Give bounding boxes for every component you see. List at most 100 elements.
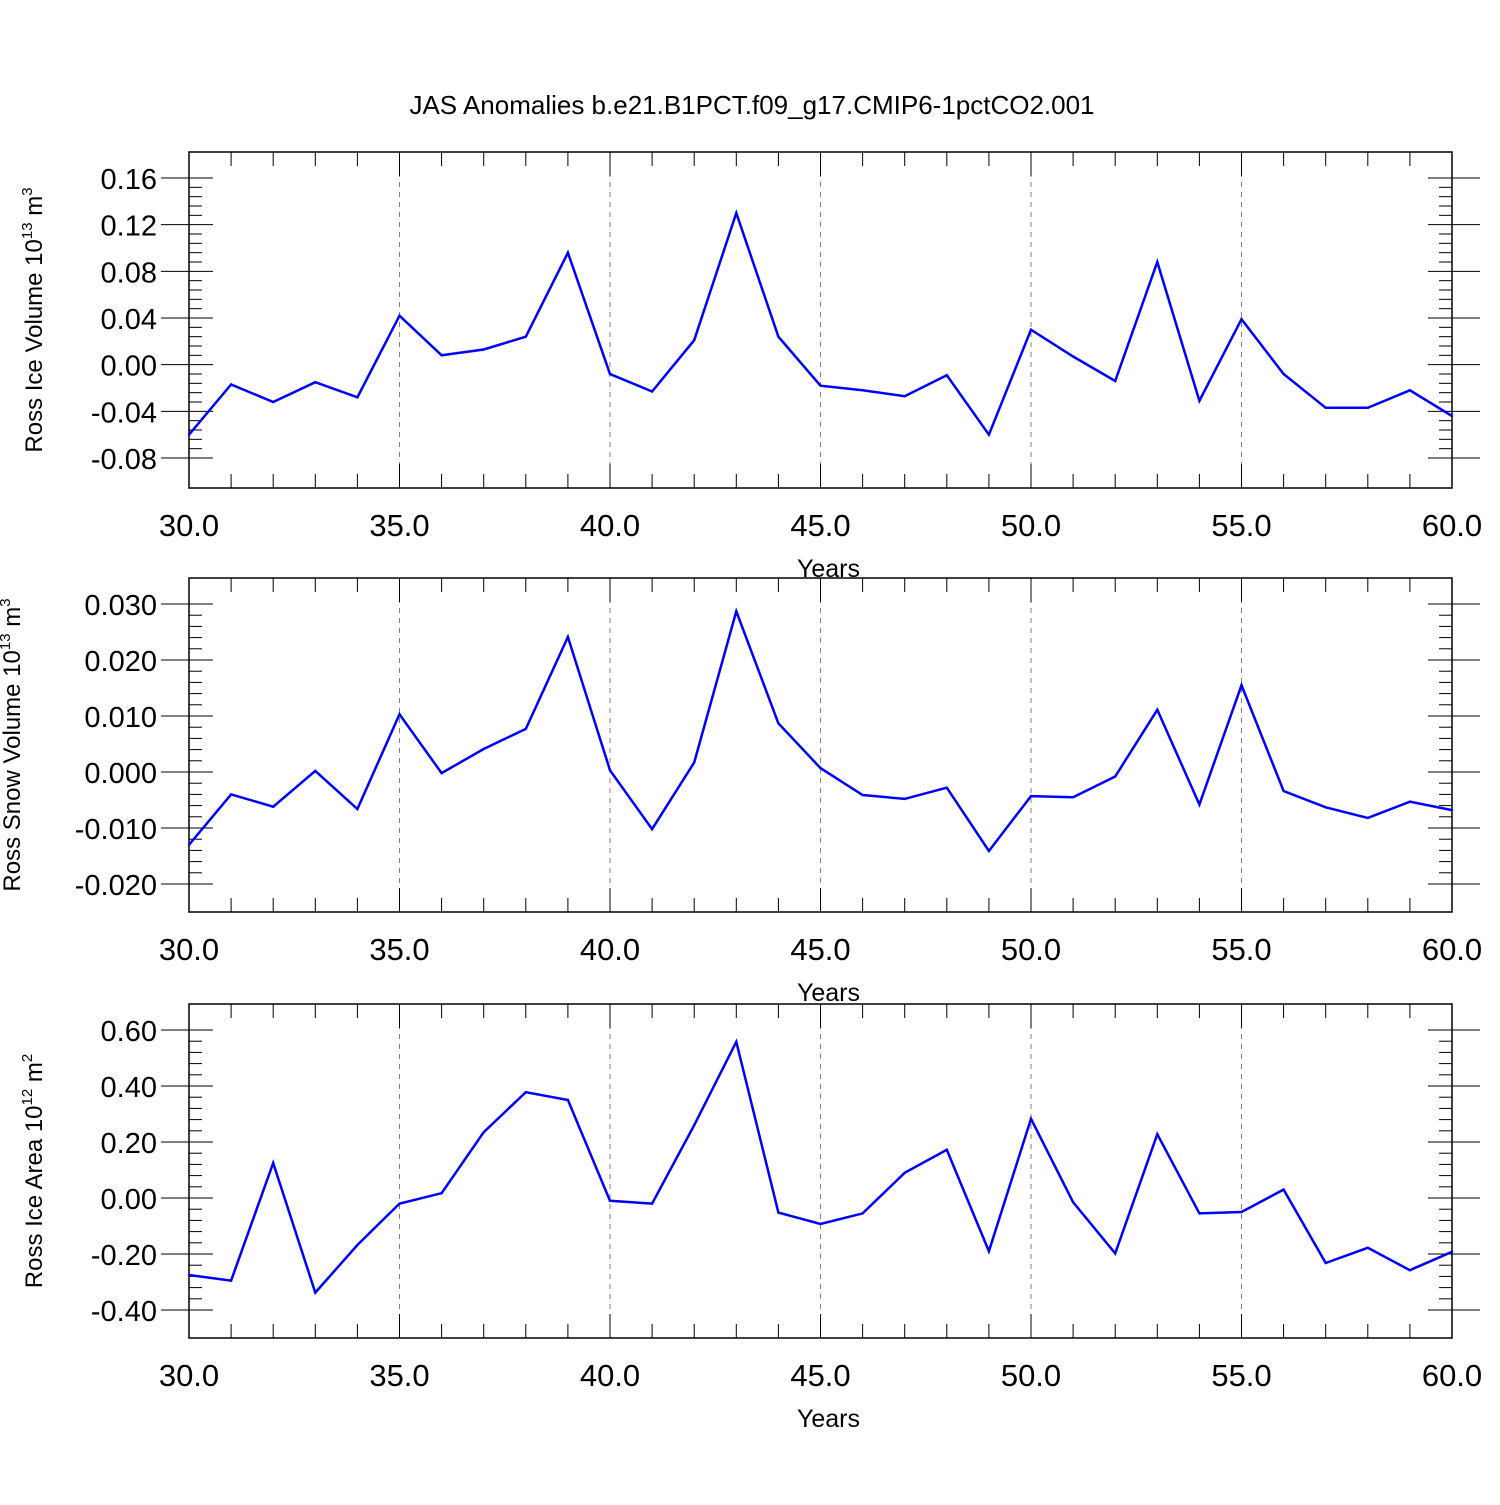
- x-axis-label: Years: [797, 1405, 860, 1433]
- data-point: [524, 1090, 527, 1094]
- data-point: [987, 433, 991, 436]
- data-point: [1282, 1188, 1285, 1191]
- data-point: [229, 383, 233, 386]
- data-point: [608, 769, 612, 772]
- data-point: [272, 1161, 275, 1165]
- data-point: [1029, 794, 1033, 798]
- data-point: [987, 849, 991, 853]
- x-tick-label: 55.0: [1211, 1358, 1271, 1393]
- data-point: [777, 722, 780, 725]
- data-point: [398, 713, 401, 716]
- y-axis-label-text: Ross Snow Volume 10: [0, 650, 26, 891]
- y-axis-label-superscript: 3: [0, 598, 14, 606]
- data-point: [1450, 414, 1454, 418]
- y-tick-label: 0.020: [84, 646, 157, 678]
- data-point: [1324, 1261, 1327, 1265]
- data-point: [693, 338, 696, 342]
- y-axis-label-text: m: [21, 196, 48, 223]
- y-tick-label: -0.40: [91, 1296, 157, 1328]
- y-axis-label: Ross Ice Area 1012 m2: [19, 1054, 48, 1288]
- data-point: [398, 1202, 401, 1205]
- data-point: [187, 433, 191, 436]
- y-axis-label-text: m: [0, 607, 26, 634]
- y-tick-label: 0.010: [84, 702, 157, 734]
- y-axis-label-superscript: 13: [0, 633, 14, 650]
- data-point: [187, 1273, 191, 1277]
- data-point: [1156, 708, 1159, 712]
- x-axis-label: Years: [797, 979, 860, 1007]
- figure-title: JAS Anomalies b.e21.B1PCT.f09_g17.CMIP6-…: [409, 90, 1094, 120]
- data-point: [440, 1192, 443, 1195]
- y-tick-label: 0.60: [101, 1016, 157, 1048]
- data-point: [945, 786, 948, 789]
- data-point: [1071, 355, 1075, 358]
- x-tick-label: 30.0: [159, 932, 219, 967]
- data-point: [987, 1250, 991, 1253]
- x-tick-label: 35.0: [369, 932, 429, 967]
- data-point: [693, 761, 696, 764]
- x-tick-label: 35.0: [369, 508, 429, 543]
- data-point: [650, 1202, 654, 1205]
- y-axis-label: Ross Snow Volume 1013 m3: [0, 598, 26, 891]
- data-point: [314, 380, 317, 384]
- data-point: [861, 389, 864, 392]
- data-point: [1240, 684, 1243, 687]
- data-point: [356, 1243, 359, 1247]
- x-tick-label: 55.0: [1211, 508, 1271, 543]
- y-tick-label: -0.04: [91, 397, 157, 429]
- data-point: [1408, 389, 1412, 392]
- data-point: [945, 1148, 948, 1152]
- y-tick-label: 0.04: [101, 304, 157, 336]
- data-point: [608, 372, 612, 376]
- data-point: [272, 400, 275, 404]
- data-point: [566, 635, 570, 639]
- data-point: [1450, 1250, 1454, 1253]
- y-axis-label-text: Ross Ice Area 10: [21, 1105, 48, 1288]
- data-point: [777, 335, 780, 338]
- data-point: [819, 384, 822, 387]
- y-tick-label: 0.20: [101, 1128, 157, 1160]
- y-tick-label: 0.40: [101, 1072, 157, 1104]
- data-point: [482, 747, 485, 751]
- data-point: [1450, 808, 1454, 812]
- data-point: [1198, 399, 1201, 403]
- data-point: [272, 805, 275, 808]
- data-point: [229, 793, 233, 796]
- data-point: [1366, 406, 1370, 410]
- data-point: [903, 394, 906, 398]
- data-point: [903, 1171, 906, 1175]
- data-point: [398, 314, 401, 317]
- data-point: [187, 843, 191, 846]
- data-point: [693, 1124, 696, 1127]
- data-point: [819, 1222, 822, 1226]
- y-tick-label: 0.16: [101, 164, 157, 196]
- data-point: [945, 373, 948, 377]
- x-tick-label: 60.0: [1422, 1358, 1482, 1393]
- data-point: [1029, 1117, 1033, 1120]
- x-tick-label: 50.0: [1001, 932, 1061, 967]
- x-tick-label: 45.0: [790, 932, 850, 967]
- data-point: [1156, 1132, 1159, 1136]
- x-tick-label: 45.0: [790, 1358, 850, 1393]
- x-axis-label: Years: [797, 555, 860, 583]
- data-point: [1071, 1201, 1075, 1204]
- data-point: [777, 1211, 780, 1214]
- data-point: [1240, 1210, 1243, 1214]
- data-point: [735, 610, 738, 613]
- y-axis-label-superscript: 2: [19, 1054, 36, 1062]
- data-point: [735, 1040, 738, 1043]
- y-tick-label: -0.020: [75, 870, 157, 902]
- y-axis-label-text: Ross Ice Volume 10: [21, 239, 48, 452]
- data-point: [1198, 1212, 1201, 1215]
- x-tick-label: 40.0: [580, 1358, 640, 1393]
- data-point: [356, 807, 359, 811]
- data-point: [1324, 806, 1327, 809]
- data-point: [440, 354, 443, 357]
- y-axis-label-text: m: [21, 1062, 48, 1089]
- data-point: [608, 1199, 612, 1203]
- y-tick-label: 0.030: [84, 590, 157, 622]
- y-axis-label-superscript: 13: [19, 222, 36, 239]
